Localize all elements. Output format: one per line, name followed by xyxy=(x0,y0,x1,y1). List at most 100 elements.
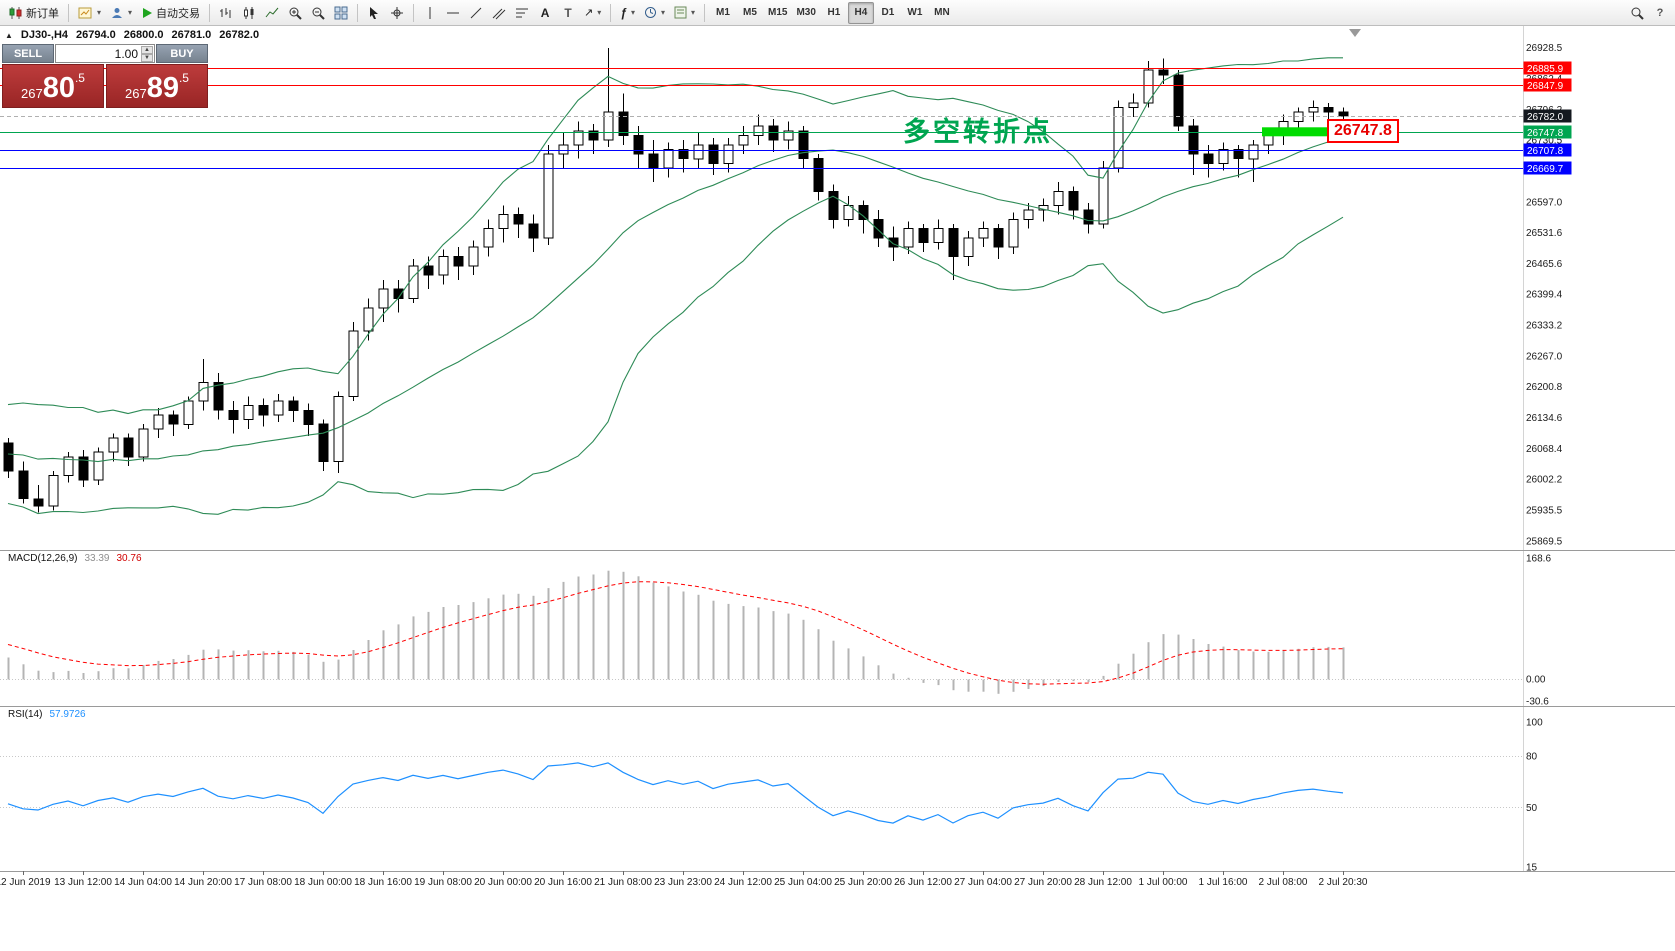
lot-decrease-button[interactable]: ▼ xyxy=(141,53,153,62)
price-line-label-text: 26847.9 xyxy=(1527,81,1564,92)
timeframe-group: M1 M5 M15 M30 H1 H4 D1 W1 MN xyxy=(710,1,955,24)
rsi-name: RSI(14) xyxy=(8,709,43,720)
price-grid-label: 26200.8 xyxy=(1526,382,1563,393)
profiles-icon xyxy=(112,7,123,18)
rsi-line xyxy=(7,762,1344,824)
price-grid-label: 26730.5 xyxy=(1526,135,1563,146)
price-line-label xyxy=(1523,143,1572,157)
timeframe-button-h1[interactable]: H1 xyxy=(821,2,847,24)
fibonacci-button[interactable] xyxy=(511,2,533,24)
bar-chart-button[interactable] xyxy=(215,2,237,24)
timeframe-button-mn[interactable]: MN xyxy=(929,2,955,24)
text-button[interactable]: A xyxy=(534,2,556,24)
highlight-bar[interactable] xyxy=(1262,127,1334,137)
indicators-button[interactable]: ƒ ▾ xyxy=(616,2,639,24)
time-axis-label: 23 Jun 23:00 xyxy=(654,877,712,888)
rsi-axis-label: 15 xyxy=(1526,863,1538,874)
horizontal-line-icon xyxy=(447,12,460,13)
time-axis-label: 28 Jun 12:00 xyxy=(1074,877,1132,888)
cursor-button[interactable] xyxy=(363,2,385,24)
zoom-out-icon xyxy=(312,7,325,20)
rsi-value: 57.9726 xyxy=(49,709,86,720)
timeframe-button-m15[interactable]: M15 xyxy=(764,2,791,24)
timeframe-button-m1[interactable]: M1 xyxy=(710,2,736,24)
line-chart-button[interactable] xyxy=(261,2,283,24)
time-axis-label: 2 Jul 08:00 xyxy=(1259,877,1308,888)
price-callout[interactable]: 26747.8 xyxy=(1327,119,1399,143)
macd-name: MACD(12,26,9) xyxy=(8,553,78,564)
channel-button[interactable] xyxy=(488,2,510,24)
bollinger-middle-band xyxy=(7,136,1344,463)
horizontal-line-button[interactable] xyxy=(442,2,464,24)
candlestick-series xyxy=(3,47,1349,513)
new-chart-icon xyxy=(78,7,92,18)
templates-button[interactable]: ▾ xyxy=(670,2,699,24)
time-axis-label: 21 Jun 08:00 xyxy=(594,877,652,888)
tile-windows-icon xyxy=(334,6,348,19)
new-order-button[interactable]: 新订单 xyxy=(4,2,63,24)
price-grid-label: 26597.0 xyxy=(1526,198,1563,209)
price-grid-label: 26465.6 xyxy=(1526,259,1563,270)
price-line-label-text: 26707.8 xyxy=(1527,146,1564,157)
tile-windows-button[interactable] xyxy=(330,2,352,24)
rsi-axis-label: 80 xyxy=(1526,752,1538,763)
price-line-label-text: 26782.0 xyxy=(1527,112,1564,123)
lot-size-field[interactable]: 1.00 ▲ ▼ xyxy=(55,44,155,63)
time-axis-label: 25 Jun 20:00 xyxy=(834,877,892,888)
new-order-icon xyxy=(9,6,22,19)
chart-canvas[interactable]: 26928.526862.426796.226730.526597.026531… xyxy=(0,26,1675,951)
one-click-collapse-toggle[interactable]: ▲ xyxy=(5,30,13,40)
timeframe-button-m30[interactable]: M30 xyxy=(792,2,819,24)
vertical-line-button[interactable] xyxy=(419,2,441,24)
trendline-button[interactable] xyxy=(465,2,487,24)
help-icon: ? xyxy=(1656,6,1664,19)
autotrade-button[interactable]: 自动交易 xyxy=(137,2,204,24)
buy-button[interactable]: BUY xyxy=(156,44,208,63)
ohlc-close: 26782.0 xyxy=(219,29,260,41)
search-icon xyxy=(1631,7,1644,20)
periods-button[interactable]: ▾ xyxy=(640,2,669,24)
label-button[interactable]: T xyxy=(557,2,579,24)
ohlc-high: 26800.0 xyxy=(123,29,164,41)
bollinger-upper-band xyxy=(7,57,1343,415)
timeframe-button-w1[interactable]: W1 xyxy=(902,2,928,24)
arrows-button[interactable]: ↗ ▾ xyxy=(580,2,605,24)
time-axis-label: 14 Jun 20:00 xyxy=(174,877,232,888)
timeframe-button-d1[interactable]: D1 xyxy=(875,2,901,24)
timeframe-button-m5[interactable]: M5 xyxy=(737,2,763,24)
price-grid-label: 26531.6 xyxy=(1526,228,1563,239)
crosshair-button[interactable] xyxy=(386,2,408,24)
dropdown-arrow-icon: ▾ xyxy=(660,8,665,17)
lot-increase-button[interactable]: ▲ xyxy=(141,45,153,54)
help-button[interactable]: ? xyxy=(1649,2,1671,24)
profiles-button[interactable]: ▾ xyxy=(106,2,136,24)
new-chart-button[interactable]: ▾ xyxy=(74,2,105,24)
buy-price-display[interactable]: 267 89.5 xyxy=(106,64,208,108)
time-axis-label: 20 Jun 00:00 xyxy=(474,877,532,888)
toolbar-separator xyxy=(209,3,211,22)
bollinger-lower-band xyxy=(7,195,1344,515)
zoom-in-button[interactable] xyxy=(284,2,306,24)
sell-price-display[interactable]: 267 80.5 xyxy=(2,64,104,108)
sell-price-suffix: .5 xyxy=(74,71,85,85)
candlestick-chart-icon xyxy=(244,6,254,19)
template-icon xyxy=(674,6,687,19)
dropdown-arrow-icon: ▾ xyxy=(597,8,602,17)
macd-indicator-label: MACD(12,26,9) 33.39 30.76 xyxy=(8,553,142,564)
time-axis-label: 13 Jun 12:00 xyxy=(54,877,112,888)
time-axis-label: 2 Jul 20:30 xyxy=(1319,877,1368,888)
zoom-out-button[interactable] xyxy=(307,2,329,24)
rsi-axis-label: 50 xyxy=(1526,803,1538,814)
price-line-label-text: 26669.7 xyxy=(1527,164,1564,175)
buy-price-suffix: .5 xyxy=(178,71,189,85)
timeframe-button-h4[interactable]: H4 xyxy=(847,1,874,24)
channel-icon xyxy=(492,8,506,19)
search-button[interactable] xyxy=(1626,2,1648,24)
time-axis-label: 18 Jun 16:00 xyxy=(354,877,412,888)
symbol-period-label: DJ30-,H4 xyxy=(20,29,68,41)
sell-button[interactable]: SELL xyxy=(2,44,54,63)
ohlc-low: 26781.0 xyxy=(171,29,212,41)
pivot-annotation: 多空转折点 xyxy=(903,117,1053,147)
price-grid-label: 25935.5 xyxy=(1526,506,1563,517)
candlestick-chart-button[interactable] xyxy=(238,2,260,24)
